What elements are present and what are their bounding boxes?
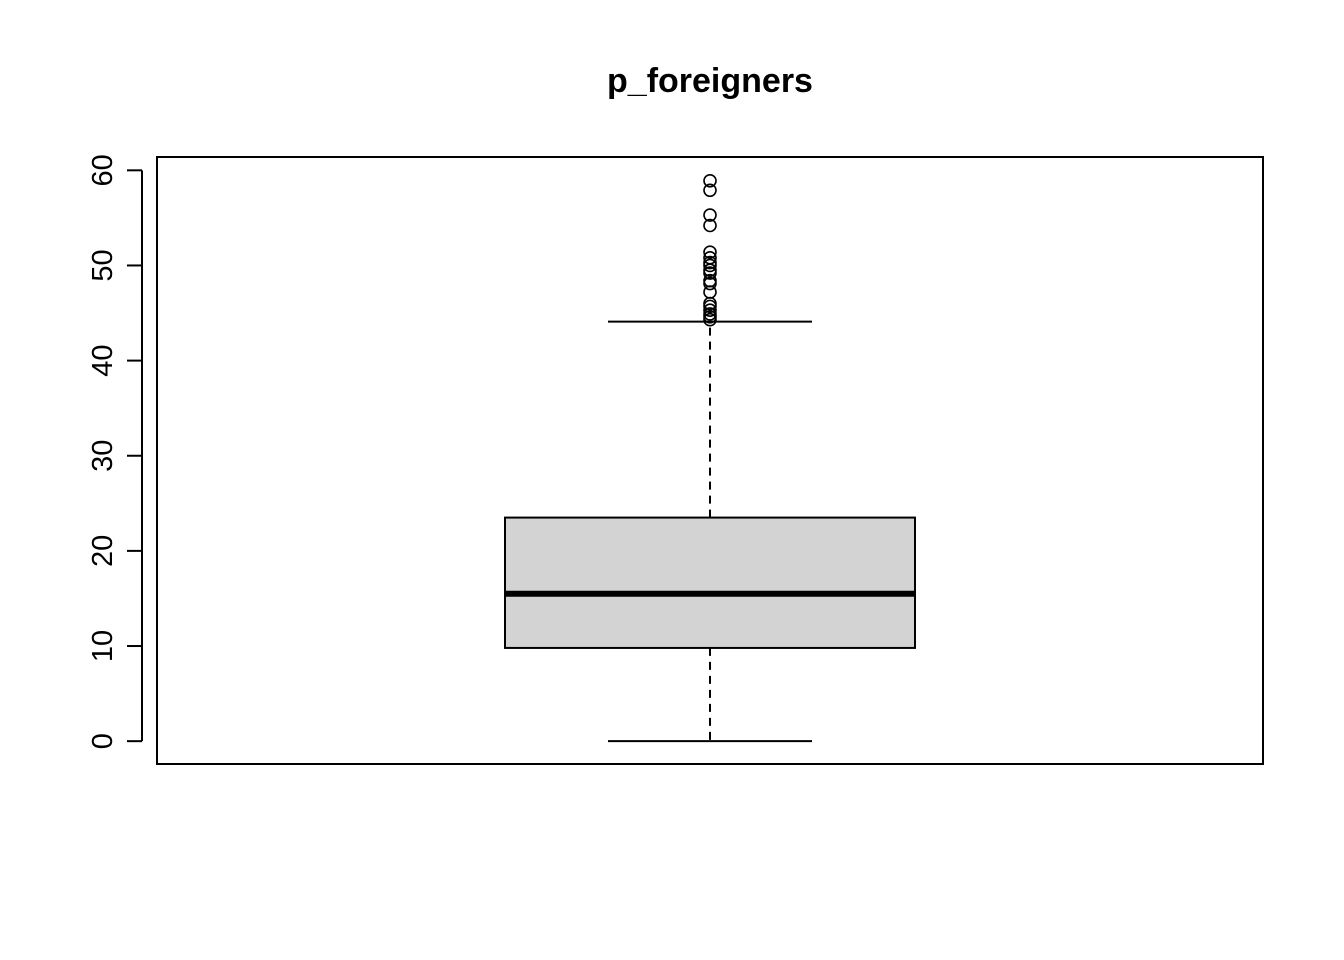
outlier-point	[703, 245, 717, 259]
outlier-point	[703, 218, 717, 233]
box-group	[504, 320, 916, 743]
outlier-point	[703, 208, 717, 222]
y-tick-label: 60	[87, 154, 119, 186]
plot-frame	[156, 156, 1264, 765]
outlier-point	[703, 303, 717, 317]
outlier-point	[703, 273, 717, 288]
outlier-point	[703, 255, 717, 270]
y-tick-label: 30	[87, 440, 119, 472]
outlier-point	[703, 251, 717, 265]
iqr-box	[504, 516, 916, 649]
y-axis: 0 10 20 30 40 50 60	[87, 154, 142, 749]
outliers	[703, 173, 717, 327]
outlier-point	[703, 173, 717, 188]
y-tick-label: 50	[87, 249, 119, 281]
outlier-point	[703, 183, 717, 198]
y-tick-label: 0	[87, 733, 119, 749]
outlier-point	[703, 307, 717, 321]
y-tick-label: 20	[87, 535, 119, 567]
chart-title: p_foreigners	[607, 62, 813, 100]
y-tick-label: 10	[87, 630, 119, 662]
y-tick-label: 40	[87, 344, 119, 376]
